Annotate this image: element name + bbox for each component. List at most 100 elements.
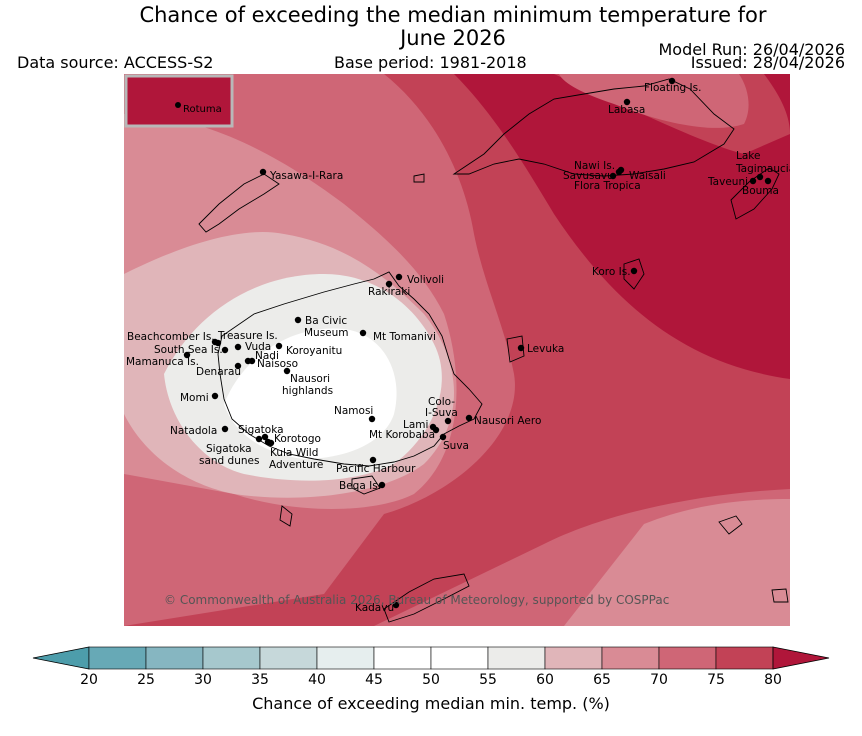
chart-title: Chance of exceeding the median minimum t… (139, 3, 767, 27)
colorbar-tick-75: 75 (707, 672, 725, 688)
yasawa-coast (198, 173, 280, 233)
colorbar-cell-25-30 (145, 646, 204, 670)
issued-label: Issued: 28/04/2026 (690, 53, 845, 72)
beqa-coast (351, 475, 381, 495)
place-marker-floating-is (668, 77, 676, 85)
place-marker-yasawa-i-rara (259, 168, 267, 176)
place-label-pacific-harbour: Pacific Harbour (336, 463, 416, 475)
place-label-kadavu: Kadavu (355, 602, 394, 614)
place-label-mt-korobaba: Mt Korobaba (369, 429, 435, 441)
colorbar-tick-30: 30 (194, 672, 212, 688)
colorbar-tick-25: 25 (137, 672, 155, 688)
place-marker-labasa (623, 98, 631, 106)
place-marker-waisali (615, 168, 623, 176)
place-label-koroyanitu: Koroyanitu (286, 345, 342, 357)
colorbar (32, 646, 830, 670)
place-label-sigatoka: Sigatoka (238, 424, 284, 436)
colorbar-cell-35-40 (259, 646, 318, 670)
place-label-volivoli: Volivoli (407, 274, 444, 286)
colorbar-cell-40-45 (316, 646, 375, 670)
field-band-70-north (559, 74, 749, 128)
colorbar-tick-55: 55 (479, 672, 497, 688)
place-label-lami: Lami (403, 419, 428, 431)
colorbar-cell-50-55 (430, 646, 489, 670)
place-marker-namosi (368, 415, 376, 423)
place-marker-suva (439, 433, 447, 441)
place-label-waisali: Waisali (629, 170, 666, 182)
place-label-korotogo: Korotogo (274, 433, 321, 445)
place-label-suva: Suva (443, 440, 469, 452)
islet-3 (771, 588, 789, 603)
place-marker-savusavu (609, 172, 617, 180)
place-marker-taveuni (749, 177, 757, 185)
place-label-kula-wild-adventure: Kula Wild Adventure (269, 447, 323, 471)
place-marker-mamanuca-is (183, 351, 191, 359)
colorbar-label: Chance of exceeding median min. temp. (%… (252, 694, 610, 713)
colorbar-cell-55-60 (487, 646, 546, 670)
chart-title-period: June 2026 (400, 26, 506, 50)
place-marker-treasure-is (214, 339, 222, 347)
colorbar-tick-65: 65 (593, 672, 611, 688)
place-label-koro-is: Koro Is. (592, 266, 631, 278)
place-marker-sigatoka (261, 433, 269, 441)
ovalau-coast (506, 335, 525, 363)
place-marker-rotuma (175, 102, 181, 108)
colorbar-cell-70-75 (658, 646, 717, 670)
viti-levu-coast (217, 271, 483, 467)
place-marker-kula-wild-adventure (267, 439, 275, 447)
place-marker-mt-tomanivi (359, 329, 367, 337)
place-label-levuka: Levuka (527, 343, 564, 355)
colorbar-cell-65-70 (601, 646, 660, 670)
field-band-50 (224, 328, 397, 459)
colorbar-tick-20: 20 (80, 672, 98, 688)
place-marker-nausori-aero (465, 414, 473, 422)
place-marker-south-sea-is (221, 346, 229, 354)
place-marker-nausori-highlands (283, 367, 291, 375)
koro-coast (623, 258, 645, 290)
place-label-natadola: Natadola (170, 425, 217, 437)
place-label-nadi: Nadi (255, 350, 279, 362)
places-layer: Floating Is. Labasa Nawi Is.Savusavu Waisal… (126, 77, 790, 614)
place-marker-pacific-harbour (369, 456, 377, 464)
islet-4 (413, 173, 425, 183)
place-marker-vuda (234, 343, 242, 351)
colorbar-tick-60: 60 (536, 672, 554, 688)
place-label-vuda: Vuda (245, 341, 271, 353)
forecast-map: Rotuma Floating Is. Labasa Nawi Is.Savusav… (124, 74, 790, 626)
place-label-nausori-aero: Nausori Aero (474, 415, 541, 427)
place-marker-colo-i-suva (444, 417, 452, 425)
place-marker-koroyanitu (275, 342, 283, 350)
islet-2 (718, 515, 743, 535)
place-marker-rakiraki (385, 280, 393, 288)
place-label-nausori-highlands: Nausori highlands (282, 373, 333, 397)
colorbar-tick-70: 70 (650, 672, 668, 688)
vanua-levu-coast (452, 78, 735, 177)
place-label-taveuni: Taveuni (707, 176, 748, 188)
place-label-denarau: Denarau (196, 366, 241, 378)
place-marker-beqa-is (378, 481, 386, 489)
colorbar-tick-35: 35 (251, 672, 269, 688)
inset-frame (124, 74, 234, 128)
place-label-treasure-is: Treasure Is. (217, 330, 278, 342)
place-marker-natadola (221, 425, 229, 433)
place-label-ba-civic-museum: Ba Civic Museum (304, 315, 349, 339)
place-label-beqa-is: Beqa Is. (339, 480, 381, 492)
copyright-notice: © Commonwealth of Australia 2026, Bureau… (164, 593, 669, 607)
place-label-mamanuca-is: Mamanuca Is. (126, 356, 199, 368)
data-source-label: Data source: ACCESS-S2 (17, 53, 214, 72)
inset-panel: Rotuma (124, 74, 234, 128)
place-marker-naisoso (248, 357, 256, 365)
base-period-label: Base period: 1981-2018 (334, 53, 527, 72)
place-marker-bouma (764, 177, 772, 185)
place-marker-volivoli (395, 273, 403, 281)
place-marker-kadavu (392, 601, 400, 609)
place-marker-mt-korobaba (432, 426, 440, 434)
place-label-yasawa-i-rara: Yasawa-I-Rara (269, 170, 343, 182)
colorbar-under-arrow (32, 646, 90, 670)
place-label-south-sea-is: South Sea Is. (154, 344, 223, 356)
place-label-naisoso: Naisoso (257, 358, 298, 370)
inset-label-rotuma: Rotuma (183, 104, 222, 115)
place-marker-lake-tagimaucia (756, 173, 764, 181)
place-label-labasa: Labasa (608, 104, 645, 116)
place-label-floating-is: Floating Is. (644, 82, 701, 94)
